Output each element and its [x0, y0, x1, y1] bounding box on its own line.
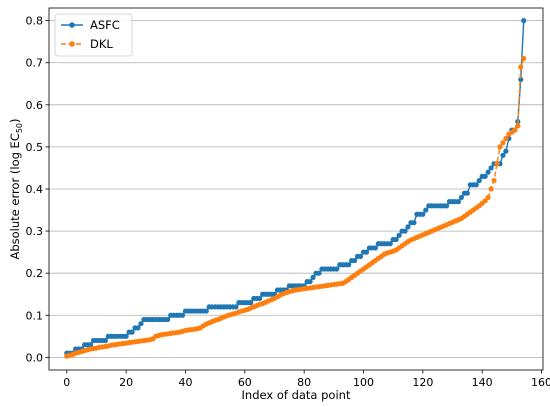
- y-tick-label: 0.0: [26, 351, 44, 364]
- x-tick-label: 20: [119, 376, 133, 389]
- y-tick-label: 0.1: [26, 309, 44, 322]
- y-tick-label: 0.7: [26, 57, 44, 70]
- data-point-asfc: [257, 295, 263, 302]
- data-point-dkl: [497, 144, 503, 150]
- data-point-asfc: [87, 342, 94, 348]
- y-axis-title-suffix: ): [8, 118, 22, 123]
- y-tick-label: 0.5: [26, 141, 44, 154]
- gridlines: [49, 20, 543, 358]
- y-axis-title: Absolute error (log EC50): [8, 118, 24, 259]
- data-point-asfc: [518, 76, 524, 83]
- data-point-dkl: [518, 64, 524, 70]
- data-point-asfc: [138, 321, 144, 327]
- data-point-asfc: [420, 211, 426, 217]
- series-asfc: [64, 18, 527, 356]
- data-point-asfc: [233, 304, 239, 310]
- data-point-asfc: [423, 207, 429, 213]
- data-point-asfc: [521, 18, 527, 24]
- data-point-dkl: [515, 123, 521, 129]
- x-tick-label: 40: [178, 376, 192, 389]
- data-point-dkl: [500, 140, 506, 146]
- data-point-asfc: [485, 169, 491, 175]
- data-point-asfc: [393, 236, 399, 243]
- series-line-dkl: [66, 58, 525, 357]
- y-tick-label: 0.3: [26, 225, 44, 238]
- data-point-asfc: [165, 316, 171, 323]
- data-point-asfc: [387, 241, 393, 247]
- data-point-asfc: [458, 194, 465, 201]
- y-axis: 0.0 0.1 0.2 0.3 0.4 0.5 0.6 0.7 0.8: [26, 15, 49, 364]
- data-point-asfc: [503, 148, 509, 154]
- data-point-asfc: [357, 253, 364, 259]
- x-tick-label: 120: [412, 376, 433, 389]
- data-point-asfc: [203, 308, 209, 314]
- data-point-dkl: [521, 55, 527, 62]
- legend-label-dkl: DKL: [90, 37, 113, 51]
- data-point-asfc: [135, 325, 141, 331]
- x-axis: 0 20 40 60 80 100 120 140 160: [63, 370, 550, 389]
- data-point-asfc: [500, 152, 506, 158]
- data-point-asfc: [396, 232, 402, 238]
- series-line-asfc: [66, 20, 525, 354]
- y-tick-label: 0.8: [26, 15, 44, 28]
- data-point-asfc: [102, 337, 108, 344]
- data-point-asfc: [129, 329, 135, 335]
- data-point-asfc: [411, 220, 417, 226]
- data-point-dkl: [494, 161, 500, 167]
- data-point-asfc: [363, 249, 370, 255]
- data-point-asfc: [123, 333, 129, 339]
- data-point-asfc: [455, 199, 462, 205]
- data-point-asfc: [443, 203, 450, 209]
- legend: ASFC DKL: [54, 13, 133, 57]
- data-point-asfc: [179, 312, 186, 318]
- x-axis-title: Index of data point: [242, 388, 351, 402]
- x-tick-label: 60: [238, 376, 252, 389]
- x-tick-label: 80: [297, 376, 311, 389]
- data-point-dkl: [503, 135, 509, 142]
- data-point-asfc: [316, 270, 322, 276]
- y-tick-label: 0.2: [26, 267, 44, 280]
- data-point-asfc: [488, 165, 494, 171]
- data-point-dkl: [485, 194, 491, 201]
- data-point-asfc: [310, 274, 316, 280]
- data-point-dkl: [491, 177, 497, 184]
- data-point-asfc: [476, 177, 482, 184]
- data-point-asfc: [405, 224, 411, 230]
- data-point-asfc: [473, 182, 479, 188]
- data-point-asfc: [482, 173, 488, 179]
- y-axis-title-main: Absolute error (log EC: [8, 133, 22, 259]
- data-point-asfc: [307, 279, 313, 285]
- x-tick-label: 100: [353, 376, 374, 389]
- data-point-dkl: [512, 127, 518, 133]
- y-tick-label: 0.4: [26, 183, 44, 196]
- data-point-asfc: [372, 245, 378, 251]
- data-point-asfc: [346, 262, 352, 268]
- y-axis-title-subscript: 50: [15, 123, 24, 133]
- data-point-dkl: [482, 198, 488, 204]
- series-dkl: [64, 55, 527, 359]
- data-point-dkl: [488, 186, 494, 192]
- x-tick-label: 0: [63, 376, 70, 389]
- data-point-asfc: [334, 266, 340, 272]
- legend-marker-dkl: [69, 41, 75, 47]
- x-tick-label: 140: [472, 376, 493, 389]
- series-layer: [64, 18, 527, 359]
- data-point-asfc: [402, 228, 408, 234]
- y-tick-label: 0.6: [26, 99, 44, 112]
- legend-marker-asfc: [69, 22, 75, 28]
- data-point-asfc: [352, 257, 358, 264]
- x-tick-label: 160: [531, 376, 550, 389]
- data-point-asfc: [464, 190, 470, 196]
- data-point-asfc: [248, 300, 254, 306]
- legend-label-asfc: ASFC: [90, 18, 120, 32]
